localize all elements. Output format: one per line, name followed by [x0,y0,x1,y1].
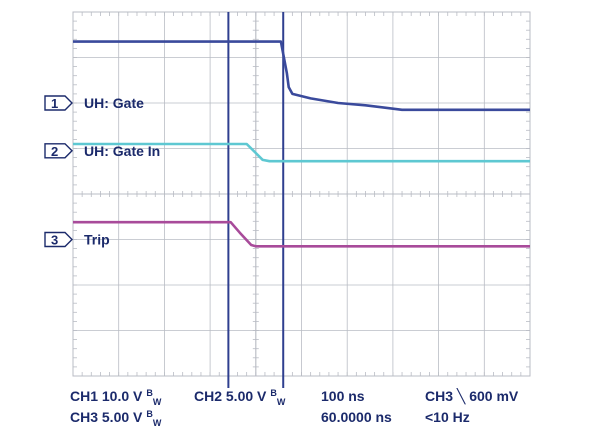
ch2-bw-w: W [276,397,286,407]
ch2-bw-indicator: B [270,388,277,398]
trace-2 [73,142,530,163]
timebase-readout: 100 ns [321,388,365,404]
ch1-scale: CH1 10.0 V [70,388,143,404]
channel-label: Trip [84,232,110,248]
trigger-frequency-readout: <10 Hz [425,409,470,425]
ch1-bw-w: W [152,397,162,407]
ch3-bw-indicator: B [146,409,153,419]
ch3-scale: CH3 5.00 V [70,409,143,425]
waveform-traces [73,40,530,248]
channel-marker-1: 1 UH: Gate [44,95,144,111]
channel-markers: 1 UH: Gate 2 UH: Gate In 3 Trip [44,95,160,248]
channel-marker-number: 3 [51,233,58,248]
graticule [72,11,531,377]
channel-marker-tag [44,231,73,248]
channel-marker-2: 2 UH: Gate In [44,143,160,159]
channel-label: UH: Gate In [84,143,160,159]
ch3-trigger-readout: CH3 ╲ 600 mV [425,388,519,404]
trace-1 [73,40,530,112]
channel-marker-3: 3 Trip [44,231,110,248]
ch3-bw-w: W [152,418,162,428]
channel-marker-tag [44,143,73,159]
ch2-scale-readout: CH2 5.00 V BW [194,388,286,407]
channel-marker-tag [44,95,73,111]
channel-marker-number: 2 [51,144,58,159]
trace-3 [73,220,530,248]
ch2-scale: CH2 5.00 V [194,388,267,404]
channel-label: UH: Gate [84,95,144,111]
delay-readout: 60.0000 ns [321,409,392,425]
ch3-scale-readout: CH3 5.00 V BW [70,409,162,428]
channel-marker-number: 1 [51,96,58,111]
ch1-bw-indicator: B [146,388,153,398]
ch1-scale-readout: CH1 10.0 V BW [70,388,162,407]
cursor-lines [227,12,285,388]
